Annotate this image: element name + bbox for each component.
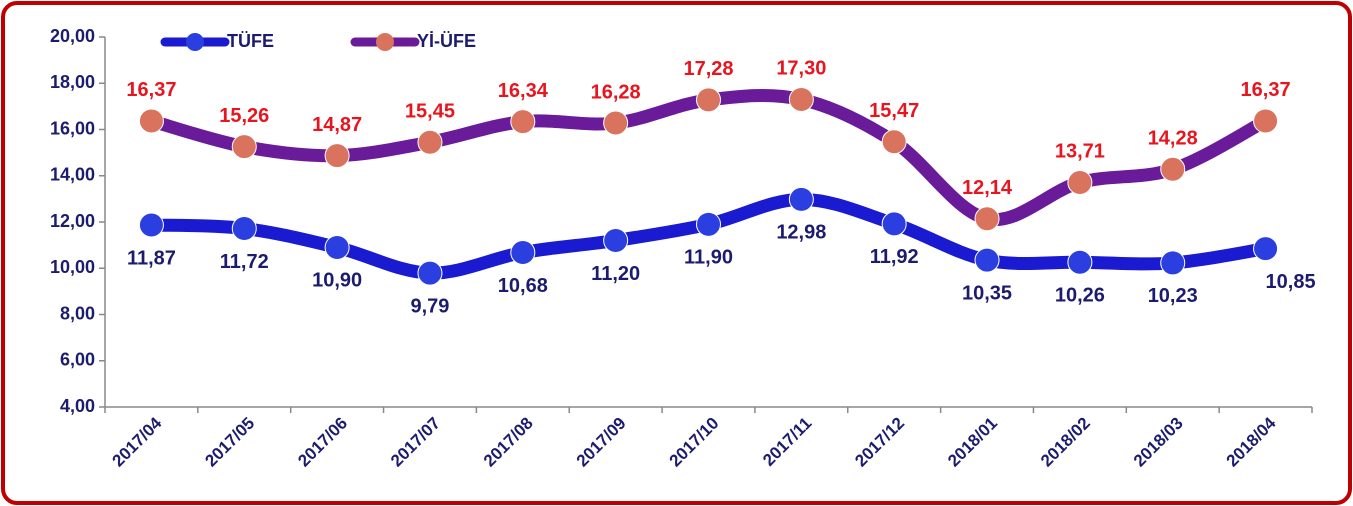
point-marker <box>974 206 1000 232</box>
value-label: 10,85 <box>1266 271 1316 293</box>
legend-label: Yİ-ÜFE <box>417 31 476 51</box>
point-marker <box>696 211 721 237</box>
value-label: 11,87 <box>127 247 176 269</box>
y-tick-label: 14,00 <box>50 165 95 185</box>
value-label: 10,23 <box>1148 285 1198 307</box>
y-tick-label: 16,00 <box>50 118 95 138</box>
value-label: 15,45 <box>405 101 455 123</box>
point-marker <box>1253 236 1279 262</box>
value-label: 11,90 <box>684 247 733 269</box>
point-marker <box>231 134 257 160</box>
point-marker <box>231 215 257 241</box>
point-marker <box>417 129 443 155</box>
value-label: 16,37 <box>1241 79 1291 101</box>
value-label: 15,26 <box>219 105 269 127</box>
point-marker <box>138 212 164 238</box>
point-marker <box>138 108 164 134</box>
point-marker <box>1160 250 1186 276</box>
legend-marker <box>376 33 394 51</box>
y-tick-label: 18,00 <box>50 72 95 92</box>
point-marker <box>324 234 350 260</box>
point-marker <box>696 87 721 113</box>
point-marker <box>1067 169 1093 195</box>
value-label: 16,28 <box>591 81 641 103</box>
value-label: 9,79 <box>410 295 449 317</box>
legend-marker <box>186 33 204 51</box>
point-marker <box>881 211 907 237</box>
point-marker <box>510 109 536 135</box>
value-label: 10,26 <box>1055 285 1105 307</box>
point-marker <box>788 186 814 212</box>
value-label: 10,35 <box>962 282 1012 304</box>
y-tick-label: 20,00 <box>50 26 95 46</box>
point-marker <box>324 143 350 169</box>
value-label: 16,34 <box>498 80 549 102</box>
y-tick-label: 6,00 <box>60 350 95 370</box>
value-label: 14,87 <box>312 114 362 136</box>
value-label: 17,28 <box>683 58 733 80</box>
value-label: 16,37 <box>126 79 176 101</box>
point-marker <box>1067 249 1093 275</box>
value-label: 12,98 <box>776 222 826 244</box>
y-tick-label: 12,00 <box>50 211 95 231</box>
legend-label: TÜFE <box>227 31 274 51</box>
value-label: 13,71 <box>1055 141 1105 163</box>
value-label: 15,47 <box>869 100 919 122</box>
point-marker <box>510 240 536 266</box>
point-marker <box>603 110 629 136</box>
value-label: 17,30 <box>776 58 826 80</box>
value-label: 11,92 <box>870 246 919 268</box>
value-label: 11,72 <box>220 251 269 273</box>
y-tick-label: 10,00 <box>50 257 95 277</box>
value-label: 11,20 <box>591 263 640 285</box>
point-marker <box>417 260 443 286</box>
point-marker <box>881 129 907 155</box>
point-marker <box>1253 108 1279 134</box>
value-label: 12,14 <box>962 177 1013 199</box>
point-marker <box>974 247 1000 273</box>
value-label: 10,68 <box>498 275 548 297</box>
y-tick-label: 8,00 <box>60 303 95 323</box>
value-label: 10,90 <box>312 270 362 292</box>
point-marker <box>788 86 814 112</box>
point-marker <box>603 228 629 253</box>
value-label: 14,28 <box>1148 128 1198 150</box>
y-tick-label: 4,00 <box>60 396 95 416</box>
point-marker <box>1160 156 1186 182</box>
